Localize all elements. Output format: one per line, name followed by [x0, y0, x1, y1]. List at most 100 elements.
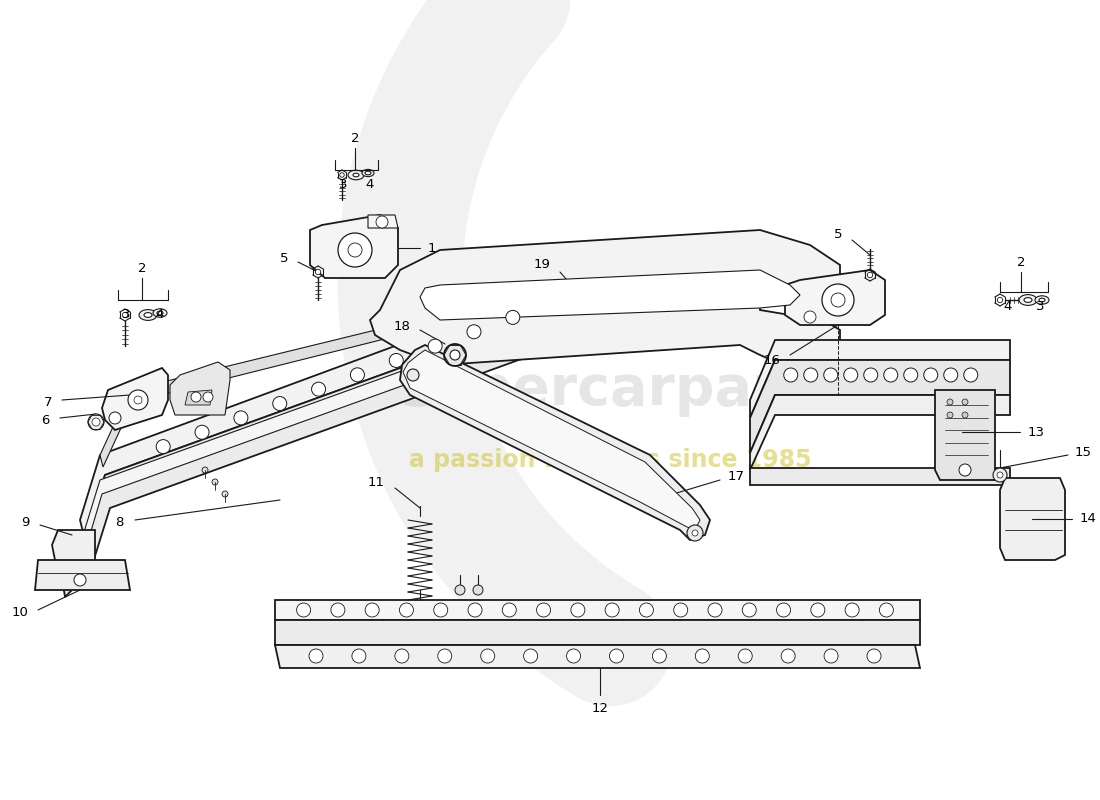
Text: 2: 2 [138, 262, 146, 274]
Text: 12: 12 [592, 702, 608, 715]
Text: 2: 2 [1016, 255, 1025, 269]
Circle shape [845, 603, 859, 617]
Text: 3: 3 [1036, 299, 1044, 313]
Circle shape [109, 412, 121, 424]
Circle shape [673, 603, 688, 617]
Circle shape [830, 293, 845, 307]
Circle shape [962, 399, 968, 405]
Text: 4: 4 [156, 307, 164, 321]
Ellipse shape [365, 171, 371, 174]
Polygon shape [750, 468, 1010, 485]
Circle shape [352, 649, 366, 663]
Polygon shape [80, 315, 557, 558]
Circle shape [212, 479, 218, 485]
Text: 19: 19 [534, 258, 550, 271]
Polygon shape [750, 340, 1010, 418]
Circle shape [74, 574, 86, 586]
Circle shape [455, 585, 465, 595]
Circle shape [964, 368, 978, 382]
Circle shape [708, 603, 722, 617]
Ellipse shape [157, 311, 163, 314]
Text: 14: 14 [1080, 513, 1097, 526]
Polygon shape [310, 215, 398, 278]
Circle shape [481, 649, 495, 663]
Circle shape [781, 649, 795, 663]
Circle shape [804, 368, 817, 382]
Circle shape [947, 399, 953, 405]
Polygon shape [102, 368, 168, 430]
Circle shape [605, 603, 619, 617]
Circle shape [688, 525, 703, 541]
Ellipse shape [139, 310, 157, 320]
Text: 5: 5 [834, 229, 842, 242]
Ellipse shape [144, 313, 152, 318]
Circle shape [947, 412, 953, 418]
Circle shape [571, 603, 585, 617]
Circle shape [395, 649, 409, 663]
Circle shape [944, 368, 958, 382]
Circle shape [824, 649, 838, 663]
Circle shape [348, 243, 362, 257]
Polygon shape [100, 285, 560, 467]
Circle shape [351, 368, 364, 382]
Text: 11: 11 [368, 475, 385, 489]
Polygon shape [275, 645, 920, 668]
Ellipse shape [153, 309, 167, 318]
Ellipse shape [1019, 294, 1037, 306]
Text: 15: 15 [1075, 446, 1092, 458]
Circle shape [156, 439, 170, 454]
Circle shape [468, 325, 481, 338]
Polygon shape [750, 395, 1010, 470]
Text: 7: 7 [44, 395, 52, 409]
Circle shape [92, 418, 100, 426]
Polygon shape [85, 310, 560, 572]
Circle shape [311, 382, 326, 396]
Circle shape [316, 270, 321, 274]
Ellipse shape [348, 170, 364, 180]
Circle shape [524, 649, 538, 663]
Circle shape [468, 603, 482, 617]
Circle shape [692, 530, 698, 536]
Ellipse shape [1035, 296, 1049, 304]
Ellipse shape [362, 170, 374, 177]
Circle shape [407, 369, 419, 381]
Polygon shape [275, 620, 920, 645]
Circle shape [234, 411, 248, 425]
Circle shape [195, 426, 209, 439]
Text: 3: 3 [122, 307, 130, 321]
Polygon shape [52, 530, 95, 570]
Text: 4: 4 [1004, 299, 1012, 313]
Circle shape [959, 464, 971, 476]
Circle shape [204, 392, 213, 402]
Ellipse shape [1040, 298, 1045, 302]
Text: 1: 1 [428, 242, 437, 254]
Circle shape [867, 649, 881, 663]
Circle shape [399, 603, 414, 617]
Text: 18: 18 [393, 319, 410, 333]
Text: 13: 13 [1028, 426, 1045, 438]
Text: 16: 16 [763, 354, 780, 366]
Text: 3: 3 [339, 178, 348, 190]
Circle shape [864, 368, 878, 382]
Circle shape [428, 339, 442, 353]
Text: a passion for parts since 1985: a passion for parts since 1985 [409, 448, 812, 472]
Circle shape [331, 603, 345, 617]
Circle shape [924, 368, 937, 382]
Circle shape [128, 390, 148, 410]
Circle shape [804, 311, 816, 323]
Circle shape [998, 298, 1003, 302]
Circle shape [738, 649, 752, 663]
Circle shape [993, 468, 1007, 482]
Text: 4: 4 [366, 178, 374, 190]
Polygon shape [275, 600, 920, 620]
Circle shape [962, 412, 968, 418]
Polygon shape [403, 350, 700, 530]
Circle shape [824, 368, 838, 382]
Circle shape [879, 603, 893, 617]
Circle shape [777, 603, 791, 617]
Circle shape [997, 472, 1003, 478]
Circle shape [883, 368, 898, 382]
Text: 6: 6 [42, 414, 50, 426]
Ellipse shape [353, 174, 359, 177]
Polygon shape [1000, 478, 1065, 560]
